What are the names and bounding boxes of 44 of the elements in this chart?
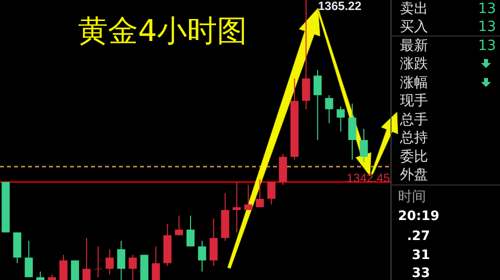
annotation: 1342.45 (346, 171, 390, 185)
text: 涨跌 (400, 56, 428, 72)
candlestick (174, 215, 184, 236)
text: 时间 (398, 189, 426, 205)
candlestick (82, 238, 91, 280)
text: 31 (412, 248, 430, 263)
candlestick (267, 182, 276, 205)
candlestick (152, 246, 160, 280)
text: 33 (412, 266, 430, 280)
candlestick (232, 182, 241, 233)
candlestick (198, 240, 206, 272)
text: 最新 (400, 38, 428, 54)
text: 13 (478, 38, 496, 54)
text: 总持 (399, 130, 428, 146)
candlestick (59, 254, 68, 280)
annotation: 1365.22 (318, 0, 362, 13)
candlestick (348, 103, 356, 160)
candlestick (210, 218, 218, 266)
candlestick (106, 248, 114, 275)
text: 卖出 (400, 1, 428, 17)
candlestick (244, 184, 252, 210)
text: 13 (478, 1, 496, 17)
candlestick (24, 240, 33, 278)
text: 现手 (400, 93, 428, 109)
candlestick (70, 260, 80, 280)
candlestick (325, 94, 334, 124)
text: 买入 (400, 19, 428, 35)
text: .27 (406, 229, 430, 244)
candlestick (336, 106, 345, 132)
text: 总手 (399, 112, 428, 128)
text: 黄金4小时图 (78, 14, 248, 49)
candlestick (128, 254, 137, 280)
text: 20:19 (398, 209, 440, 224)
candlestick (117, 240, 126, 280)
candlestick (314, 70, 322, 140)
text: 外盘 (400, 167, 428, 183)
candlestick (302, 0, 310, 110)
candlestick (360, 128, 368, 163)
text: 涨幅 (400, 75, 428, 91)
candlestick (94, 246, 102, 278)
candlestick (256, 178, 264, 208)
text: 13 (478, 19, 496, 35)
candlestick (186, 215, 195, 247)
text: 委比 (400, 149, 428, 165)
